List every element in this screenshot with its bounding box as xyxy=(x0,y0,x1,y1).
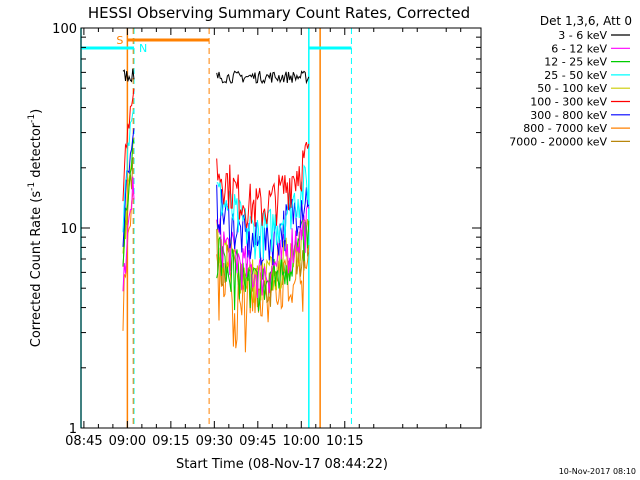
y-axis: 1 10 100 xyxy=(52,22,481,437)
x-tick-label: 09:00 xyxy=(109,434,146,449)
legend-label: 6 - 12 keV xyxy=(551,42,607,55)
series-line xyxy=(122,88,135,202)
series-line xyxy=(122,68,135,83)
legend-label: 12 - 25 keV xyxy=(544,56,607,69)
x-axis: 08:45 09:00 09:15 09:30 09:45 10:00 10:15 xyxy=(65,28,462,449)
series-line xyxy=(216,184,310,266)
legend-label: 7000 - 20000 keV xyxy=(509,135,607,148)
plot-marks: SN xyxy=(80,28,352,428)
legend-label: 50 - 100 keV xyxy=(537,82,607,95)
legend-label: 3 - 6 keV xyxy=(558,29,607,42)
legend-label: 300 - 800 keV xyxy=(530,109,607,122)
y-axis-label-mid: detector xyxy=(29,122,44,182)
legend-label: 100 - 300 keV xyxy=(530,96,607,109)
y-tick-label: 1 xyxy=(69,422,77,437)
x-tick-label: 08:45 xyxy=(65,434,102,449)
y-tick-label: 10 xyxy=(60,222,77,237)
series-line xyxy=(216,141,310,229)
x-tick-label: 10:00 xyxy=(283,434,320,449)
y-axis-label-sup2: -1 xyxy=(27,114,37,123)
series-line xyxy=(122,138,135,267)
x-axis-label: Start Time (08-Nov-17 08:44:22) xyxy=(176,457,388,472)
x-tick-label: 10:15 xyxy=(326,434,363,449)
series-line xyxy=(216,164,310,260)
y-axis-label: Corrected Count Rate (s-1 detector-1) xyxy=(27,109,44,347)
chart-title: HESSI Observing Summary Count Rates, Cor… xyxy=(88,4,470,22)
legend-label: 800 - 7000 keV xyxy=(523,122,607,135)
legend-title: Det 1,3,6, Att 0 xyxy=(540,14,632,28)
series-line xyxy=(122,176,135,292)
night-label: N xyxy=(139,42,147,55)
x-tick-label: 09:45 xyxy=(239,434,276,449)
series-line xyxy=(216,70,310,85)
series-line xyxy=(122,109,135,233)
series-line xyxy=(122,128,135,247)
y-axis-label-end: ) xyxy=(29,109,44,114)
series-line xyxy=(216,204,310,299)
y-tick-label: 100 xyxy=(52,22,77,37)
x-tick-label: 09:30 xyxy=(196,434,233,449)
saa-label: S xyxy=(116,34,123,47)
y-axis-label-main: Corrected Count Rate (s xyxy=(29,191,44,348)
x-tick-label: 09:15 xyxy=(152,434,189,449)
series-line xyxy=(216,242,310,353)
timestamp: 10-Nov-2017 08:10 xyxy=(559,467,636,476)
y-axis-label-sup1: -1 xyxy=(27,182,37,191)
legend-label: 25 - 50 keV xyxy=(544,69,607,82)
